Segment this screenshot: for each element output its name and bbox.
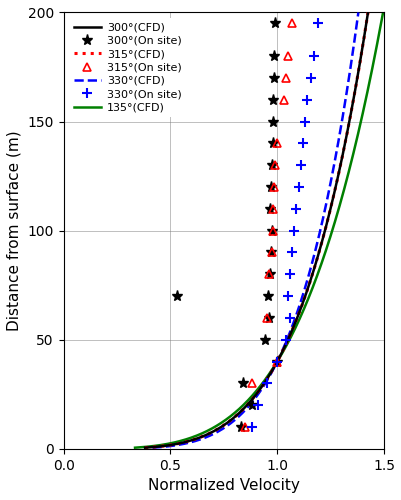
- Y-axis label: Distance from surface (m): Distance from surface (m): [7, 130, 22, 331]
- X-axis label: Normalized Velocity: Normalized Velocity: [148, 478, 299, 493]
- Legend: 300°(CFD), 300°(On site), 315°(CFD), 315°(On site), 330°(CFD), 330°(On site), 13: 300°(CFD), 300°(On site), 315°(CFD), 315…: [69, 18, 186, 117]
